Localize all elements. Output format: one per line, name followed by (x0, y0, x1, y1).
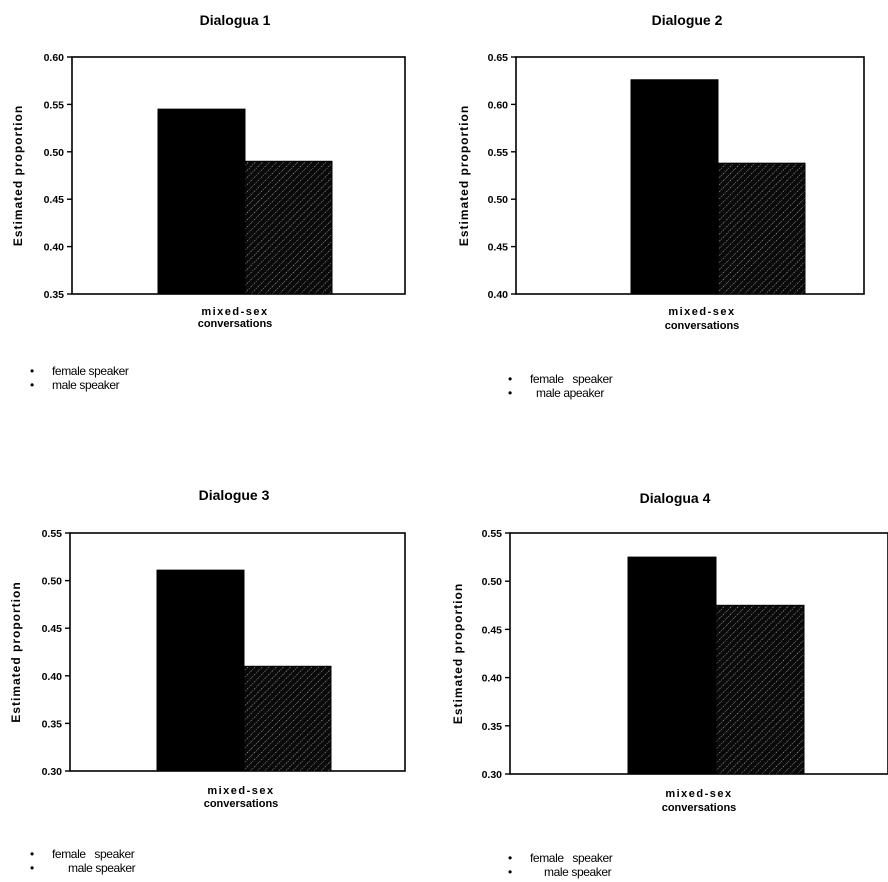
chart-1: Dialogua 1 0.60 0.55 0.50 0.45 0.40 0.35 Estima… (11, 12, 406, 330)
y-tick-label: 0.60 (488, 99, 509, 111)
x-category-label: mixed-sex (201, 306, 268, 318)
y-tick-label: 0.50 (488, 194, 509, 206)
y-tick-label: 0.50 (42, 576, 63, 588)
legend-2: • female speaker • male apeaker (508, 372, 613, 400)
y-axis-label: Estimated proportion (451, 583, 465, 724)
bar-female-speaker (157, 108, 246, 295)
x-category-label-line2: conversations (665, 320, 740, 332)
bar-female-speaker (627, 556, 717, 775)
y-tick-label: 0.50 (44, 147, 65, 159)
y-tick-label: 0.55 (42, 528, 63, 540)
y-tick-label: 0.40 (488, 289, 509, 301)
x-category-label-line2: conversations (662, 802, 737, 814)
y-tick-label: 0.50 (482, 576, 503, 588)
bar-male-speaker (717, 162, 806, 295)
y-tick-label: 0.45 (488, 242, 509, 254)
y-tick-label: 0.35 (42, 718, 63, 730)
y-tick-label: 0.30 (482, 769, 503, 781)
legend-item-male: • male speaker (508, 865, 612, 879)
legend-item-female: • female speaker (30, 847, 135, 861)
legend-1: • female speaker • male speaker (30, 364, 129, 392)
bar-female-speaker (630, 79, 719, 295)
chart-4: Dialogua 4 0.55 0.50 0.45 0.40 0.35 0.30 Estima… (451, 490, 888, 814)
y-tick-label: 0.55 (44, 99, 65, 111)
y-tick-label: 0.40 (482, 673, 503, 685)
legend-item-male: • male speaker (30, 861, 136, 875)
chart-3: Dialogue 3 0.55 0.50 0.45 0.40 0.35 0.30 Estima… (9, 487, 406, 810)
chart-2: Dialogue 2 0.65 0.60 0.55 0.50 0.45 0.40 Estima… (457, 12, 865, 332)
y-tick-label: 0.45 (42, 623, 63, 635)
y-tick-label: 0.40 (44, 242, 65, 254)
x-category-label: mixed-sex (665, 788, 732, 800)
y-tick-label: 0.55 (482, 528, 503, 540)
bar-male-speaker (244, 160, 333, 295)
legend-item-female: • female speaker (508, 851, 613, 865)
y-tick-label: 0.65 (488, 52, 509, 64)
y-tick-label: 0.35 (44, 289, 65, 301)
y-tick-label: 0.45 (482, 624, 503, 636)
y-tick-label: 0.55 (488, 147, 509, 159)
y-axis-label: Estimated proportion (11, 105, 25, 246)
x-category-label-line2: conversations (204, 798, 279, 810)
bar-male-speaker (715, 604, 805, 775)
y-axis-label: Estimated proportion (9, 581, 23, 722)
y-tick-label: 0.30 (42, 766, 63, 778)
y-axis-label: Estimated proportion (457, 105, 471, 246)
y-tick-label: 0.45 (44, 194, 65, 206)
legend-item-male: • male apeaker (508, 386, 604, 400)
chart-title: Dialogue 3 (199, 487, 270, 503)
y-tick-label: 0.35 (482, 721, 503, 733)
chart-panel-4: Dialogua 4 0.55 0.50 0.45 0.40 0.35 0.30 Estima… (444, 441, 888, 882)
chart-panel-3: Dialogue 3 0.55 0.50 0.45 0.40 0.35 0.30 Estima… (0, 441, 444, 882)
x-category-label-line2: conversations (198, 318, 273, 330)
x-category-label: mixed-sex (207, 785, 274, 797)
legend-4: • female speaker • male speaker (508, 851, 613, 879)
legend-item-female: • female speaker (30, 364, 129, 378)
y-tick-label: 0.60 (44, 52, 65, 64)
chart-title: Dialogue 2 (652, 12, 723, 28)
x-category-label: mixed-sex (668, 306, 735, 318)
chart-title: Dialogua 4 (640, 490, 711, 506)
chart-panel-2: Dialogue 2 0.65 0.60 0.55 0.50 0.45 0.40 Estima… (444, 0, 888, 441)
legend-item-male: • male speaker (30, 378, 120, 392)
bar-female-speaker (156, 569, 245, 772)
chart-title: Dialogua 1 (200, 12, 271, 28)
bar-male-speaker (243, 665, 332, 772)
legend-3: • female speaker • male speaker (30, 847, 136, 875)
legend-item-female: • female speaker (508, 372, 613, 386)
chart-panel-1: Dialogua 1 0.60 0.55 0.50 0.45 0.40 0.35 Estima… (0, 0, 444, 441)
y-tick-label: 0.40 (42, 671, 63, 683)
